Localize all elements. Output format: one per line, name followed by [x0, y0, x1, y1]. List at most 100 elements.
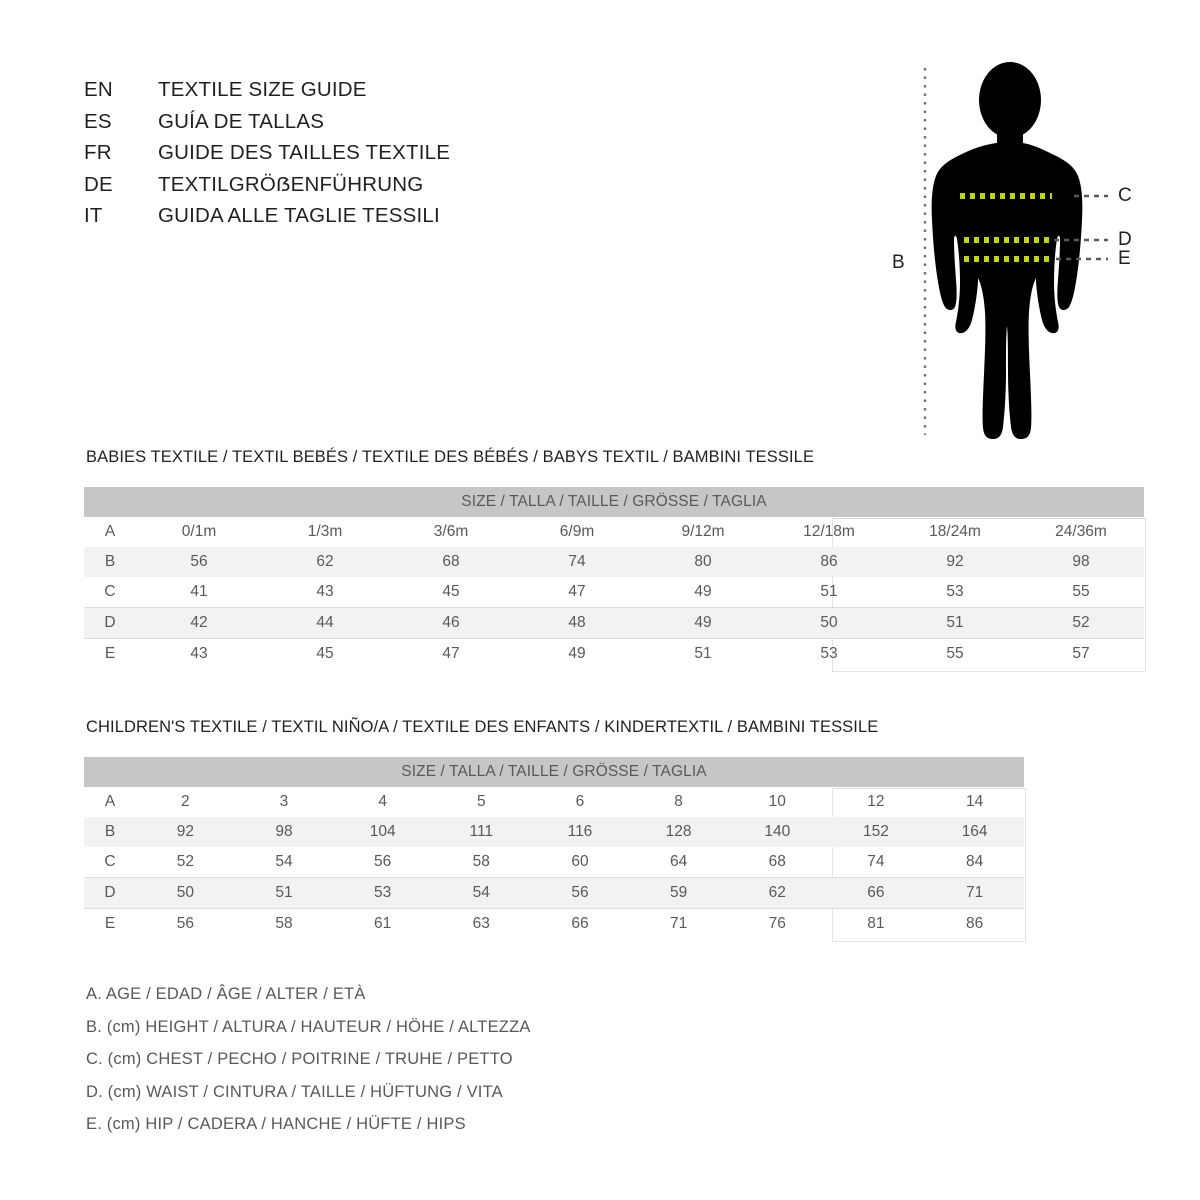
table-row: C 41 43 45 47 49 51 53 55 [84, 577, 1144, 608]
cell: 140 [727, 817, 827, 847]
cell: 54 [275, 853, 293, 870]
cell: 71 [925, 877, 1024, 909]
legend-line-e: E. (cm) HIP / CADERA / HANCHE / HÜFTE / … [86, 1115, 466, 1133]
language-title-en: TEXTILE SIZE GUIDE [158, 78, 367, 101]
legend-line-c: C. (cm) CHEST / PECHO / POITRINE / TRUHE… [86, 1050, 513, 1068]
legend-line-b: B. (cm) HEIGHT / ALTURA / HAUTEUR / HÖHE… [86, 1017, 531, 1036]
language-code-it: IT [84, 204, 103, 227]
child-silhouette-icon [931, 62, 1083, 439]
row-label-c: C [104, 583, 116, 600]
babies-table-header: SIZE / TALLA / TAILLE / GRÖSSE / TAGLIA [84, 487, 1144, 517]
cell: 56 [374, 853, 392, 870]
cell: 3/6m [433, 523, 469, 540]
table-row: B 56 62 68 74 80 86 92 98 [84, 547, 1144, 577]
cell: 8 [674, 793, 683, 810]
children-table-section: CHILDREN'S TEXTILE / TEXTIL NIÑO/A / TEX… [84, 718, 1026, 942]
table-row: E 56 58 61 63 66 71 76 81 86 [84, 909, 1024, 940]
language-title-block: EN TEXTILE SIZE GUIDE ES GUÍA DE TALLAS … [84, 78, 604, 236]
language-title-fr: GUIDE DES TAILLES TEXTILE [158, 141, 451, 164]
language-row-it: IT GUIDA ALLE TAGLIE TESSILI [84, 204, 604, 236]
cell: 53 [946, 583, 964, 600]
cell: 56 [136, 547, 262, 577]
children-table-header: SIZE / TALLA / TAILLE / GRÖSSE / TAGLIA [84, 757, 1024, 787]
cell: 55 [946, 645, 964, 662]
cell: 49 [694, 583, 712, 600]
cell: 81 [867, 915, 885, 932]
cell: 2 [181, 793, 190, 810]
cell: 66 [571, 915, 589, 932]
cell: 116 [530, 817, 630, 847]
cell: 41 [190, 583, 208, 600]
cell: 1/3m [307, 523, 343, 540]
cell: 86 [966, 915, 984, 932]
cell: 47 [442, 645, 460, 662]
cell: 84 [966, 853, 984, 870]
row-label-e: E [104, 645, 116, 662]
measurement-figure: B C D E [860, 30, 1160, 460]
cell: 51 [820, 583, 838, 600]
row-label-d: D [84, 877, 136, 909]
cell: 68 [768, 853, 786, 870]
row-label-b: B [84, 817, 136, 847]
cell: 12 [867, 793, 885, 810]
row-label-c: C [104, 853, 116, 870]
legend-line-a: A. AGE / EDAD / ÂGE / ALTER / ETÀ [86, 985, 366, 1003]
cell: 43 [190, 645, 208, 662]
cell: 86 [766, 547, 892, 577]
cell: 44 [262, 607, 388, 639]
language-code-en: EN [84, 78, 113, 101]
language-title-it: GUIDA ALLE TAGLIE TESSILI [158, 204, 440, 227]
cell: 4 [378, 793, 387, 810]
cell: 58 [275, 915, 293, 932]
language-row-es: ES GUÍA DE TALLAS [84, 110, 604, 142]
figure-label-d: D [1118, 229, 1132, 250]
cell: 62 [727, 877, 827, 909]
table-row: E 43 45 47 49 51 53 55 57 [84, 639, 1144, 670]
babies-table-header-row: SIZE / TALLA / TAILLE / GRÖSSE / TAGLIA [84, 487, 1144, 517]
cell: 9/12m [681, 523, 725, 540]
cell: 152 [826, 817, 926, 847]
cell: 6 [575, 793, 585, 810]
cell: 56 [176, 915, 194, 932]
children-table-header-row: SIZE / TALLA / TAILLE / GRÖSSE / TAGLIA [84, 757, 1024, 787]
cell: 164 [925, 817, 1024, 847]
language-row-de: DE TEXTILGRÖẞENFÜHRUNG [84, 173, 604, 205]
cell: 66 [826, 877, 926, 909]
cell: 5 [476, 793, 486, 810]
table-row: D 50 51 53 54 56 59 62 66 71 [84, 877, 1024, 909]
table-row: A 2 3 4 5 6 8 10 12 14 [84, 787, 1024, 817]
cell: 18/24m [929, 523, 981, 540]
cell: 43 [316, 583, 334, 600]
cell: 104 [333, 817, 432, 847]
children-size-table: SIZE / TALLA / TAILLE / GRÖSSE / TAGLIA … [84, 757, 1024, 939]
cell: 56 [530, 877, 630, 909]
cell: 80 [640, 547, 766, 577]
legend-line-d: D. (cm) WAIST / CINTURA / TAILLE / HÜFTU… [86, 1082, 503, 1101]
cell: 0/1m [181, 523, 217, 540]
cell: 6/9m [559, 523, 595, 540]
cell: 49 [640, 607, 766, 639]
cell: 47 [568, 583, 586, 600]
cell: 50 [766, 607, 892, 639]
language-row-en: EN TEXTILE SIZE GUIDE [84, 78, 604, 110]
cell: 45 [316, 645, 334, 662]
table-row: D 42 44 46 48 49 50 51 52 [84, 607, 1144, 639]
cell: 48 [514, 607, 640, 639]
cell: 3 [279, 793, 289, 810]
babies-table-caption: BABIES TEXTILE / TEXTIL BEBÉS / TEXTILE … [86, 448, 815, 466]
cell: 68 [388, 547, 514, 577]
cell: 63 [472, 915, 490, 932]
table-row: B 92 98 104 111 116 128 140 152 164 [84, 817, 1024, 847]
table-row: A 0/1m 1/3m 3/6m 6/9m 9/12m 12/18m 18/24… [84, 517, 1144, 547]
row-label-b: B [84, 547, 136, 577]
cell: 76 [768, 915, 786, 932]
language-title-de: TEXTILGRÖẞENFÜHRUNG [158, 172, 424, 196]
figure-label-c: C [1118, 185, 1132, 206]
cell: 62 [262, 547, 388, 577]
cell: 14 [966, 793, 984, 810]
cell: 71 [669, 915, 688, 932]
cell: 98 [1018, 547, 1144, 577]
cell: 45 [442, 583, 460, 600]
cell: 51 [892, 607, 1018, 639]
measurement-legend: A. AGE / EDAD / ÂGE / ALTER / ETÀ B. (cm… [86, 978, 726, 1141]
